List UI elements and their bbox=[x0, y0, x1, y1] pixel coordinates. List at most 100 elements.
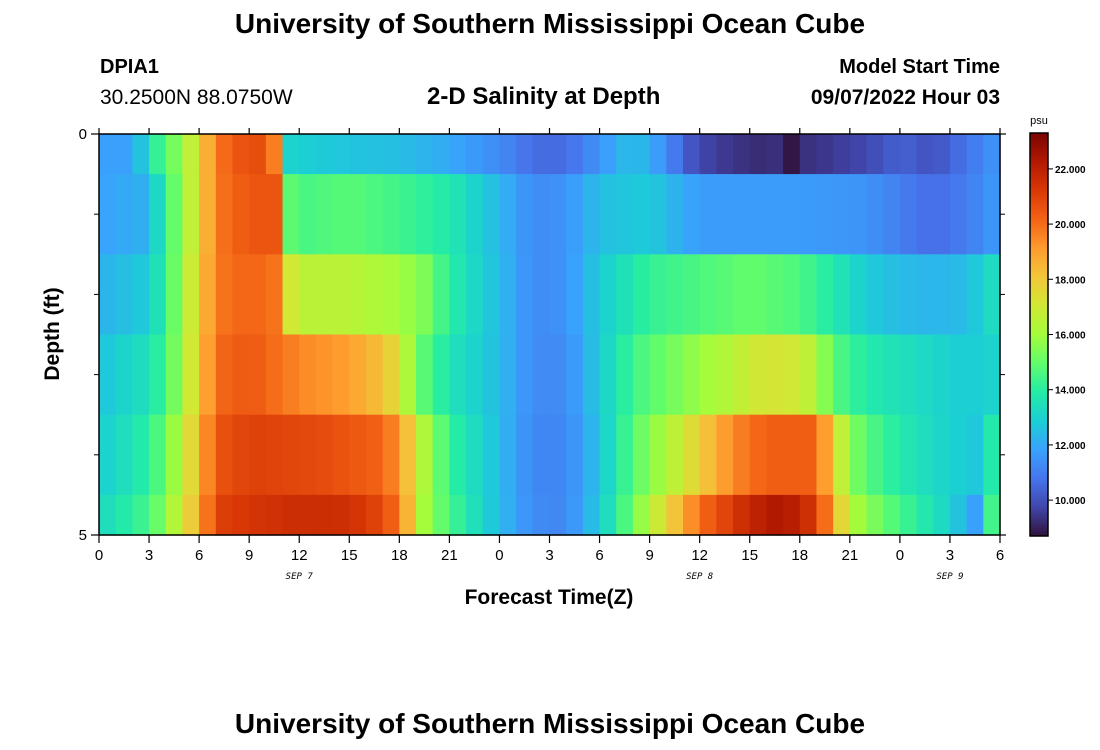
heatmap-cell bbox=[899, 254, 918, 336]
x-tick-label: 18 bbox=[391, 547, 408, 564]
heatmap bbox=[99, 134, 1001, 536]
heatmap-cell bbox=[482, 494, 501, 536]
heatmap-cell bbox=[132, 414, 150, 496]
heatmap-cell bbox=[349, 134, 367, 175]
heatmap-cell bbox=[716, 254, 734, 336]
heatmap-cell bbox=[165, 254, 184, 336]
heatmap-cell bbox=[866, 134, 884, 175]
x-tick-label: 3 bbox=[145, 547, 153, 564]
heatmap-cell bbox=[649, 334, 667, 416]
heatmap-cell bbox=[816, 254, 834, 336]
heatmap-cell bbox=[816, 334, 834, 416]
x-tick-label: 3 bbox=[545, 547, 553, 564]
heatmap-cell bbox=[199, 334, 217, 416]
heatmap-cell bbox=[449, 134, 467, 175]
heatmap-cell bbox=[682, 414, 701, 496]
heatmap-cell bbox=[499, 134, 517, 175]
heatmap-cell bbox=[749, 174, 768, 255]
heatmap-cell bbox=[749, 334, 768, 416]
heatmap-cell bbox=[666, 134, 684, 175]
colorbar-tick-label: 18.000 bbox=[1055, 275, 1086, 286]
heatmap-cell bbox=[616, 174, 634, 255]
colorbar-tick-label: 16.000 bbox=[1055, 331, 1086, 342]
heatmap-cell bbox=[482, 254, 501, 336]
heatmap-cell bbox=[99, 334, 117, 416]
heatmap-cell bbox=[949, 134, 968, 175]
heatmap-cell bbox=[215, 134, 234, 175]
heatmap-cell bbox=[399, 254, 417, 336]
heatmap-cell bbox=[549, 254, 567, 336]
colorbar-tick-label: 22.000 bbox=[1055, 165, 1086, 176]
heatmap-cell bbox=[416, 414, 434, 496]
chart-subtitle: 2-D Salinity at Depth bbox=[427, 83, 661, 110]
heatmap-cell bbox=[783, 414, 801, 496]
heatmap-cell bbox=[649, 254, 667, 336]
heatmap-cell bbox=[549, 174, 567, 255]
heatmap-cell bbox=[582, 134, 601, 175]
heatmap-cell bbox=[949, 254, 968, 336]
heatmap-cell bbox=[566, 254, 584, 336]
heatmap-cell bbox=[883, 174, 901, 255]
heatmap-cell bbox=[232, 334, 250, 416]
heatmap-cell bbox=[799, 174, 818, 255]
heatmap-cell bbox=[899, 414, 918, 496]
x-tick-label: 0 bbox=[495, 547, 503, 564]
heatmap-cell bbox=[249, 494, 267, 536]
heatmap-cell bbox=[416, 134, 434, 175]
heatmap-cell bbox=[849, 494, 868, 536]
heatmap-cell bbox=[315, 414, 334, 496]
heatmap-cell bbox=[249, 334, 267, 416]
heatmap-cell bbox=[499, 174, 517, 255]
heatmap-cell bbox=[582, 254, 601, 336]
heatmap-cell bbox=[649, 174, 667, 255]
heatmap-cell bbox=[949, 174, 968, 255]
heatmap-cell bbox=[265, 174, 284, 255]
heatmap-cell bbox=[983, 254, 1001, 336]
heatmap-cell bbox=[482, 174, 501, 255]
heatmap-cell bbox=[816, 174, 834, 255]
heatmap-cell bbox=[699, 254, 717, 336]
heatmap-cell bbox=[466, 334, 484, 416]
heatmap-cell bbox=[249, 134, 267, 175]
heatmap-cell bbox=[949, 414, 968, 496]
heatmap-cell bbox=[99, 414, 117, 496]
heatmap-cell bbox=[983, 334, 1001, 416]
heatmap-cell bbox=[749, 414, 768, 496]
heatmap-cell bbox=[349, 174, 367, 255]
heatmap-cell bbox=[599, 174, 617, 255]
heatmap-cell bbox=[916, 414, 934, 496]
heatmap-cell bbox=[99, 174, 117, 255]
heatmap-cell bbox=[365, 494, 384, 536]
heatmap-cell bbox=[566, 334, 584, 416]
main-title: University of Southern Mississippi Ocean… bbox=[234, 8, 866, 39]
heatmap-cell bbox=[899, 334, 918, 416]
heatmap-cell bbox=[265, 494, 284, 536]
x-tick-label: 6 bbox=[195, 547, 203, 564]
heatmap-cell bbox=[282, 414, 300, 496]
x-tick-label: 15 bbox=[341, 547, 358, 564]
heatmap-cell bbox=[983, 174, 1001, 255]
heatmap-cell bbox=[799, 134, 818, 175]
heatmap-cell bbox=[282, 174, 300, 255]
heatmap-cell bbox=[349, 254, 367, 336]
heatmap-cell bbox=[249, 414, 267, 496]
colorbar-scale bbox=[1029, 132, 1049, 537]
heatmap-cell bbox=[399, 414, 417, 496]
heatmap-cell bbox=[165, 494, 184, 536]
heatmap-cell bbox=[666, 174, 684, 255]
heatmap-cell bbox=[182, 414, 200, 496]
heatmap-cell bbox=[933, 494, 951, 536]
heatmap-cell bbox=[766, 174, 784, 255]
heatmap-cell bbox=[215, 254, 234, 336]
heatmap-cell bbox=[833, 254, 851, 336]
heatmap-cell bbox=[449, 174, 467, 255]
heatmap-cell bbox=[699, 134, 717, 175]
heatmap-cell bbox=[783, 494, 801, 536]
heatmap-cell bbox=[499, 254, 517, 336]
heatmap-cell bbox=[949, 494, 968, 536]
heatmap-cell bbox=[232, 174, 250, 255]
heatmap-cell bbox=[733, 334, 751, 416]
heatmap-cell bbox=[699, 174, 717, 255]
axes: 0 3 6 9 12 15 18 21 0 3 6 9 12 15 18 21 0 3 6 SEP 7 SEP 8 SEP… bbox=[79, 126, 1006, 582]
